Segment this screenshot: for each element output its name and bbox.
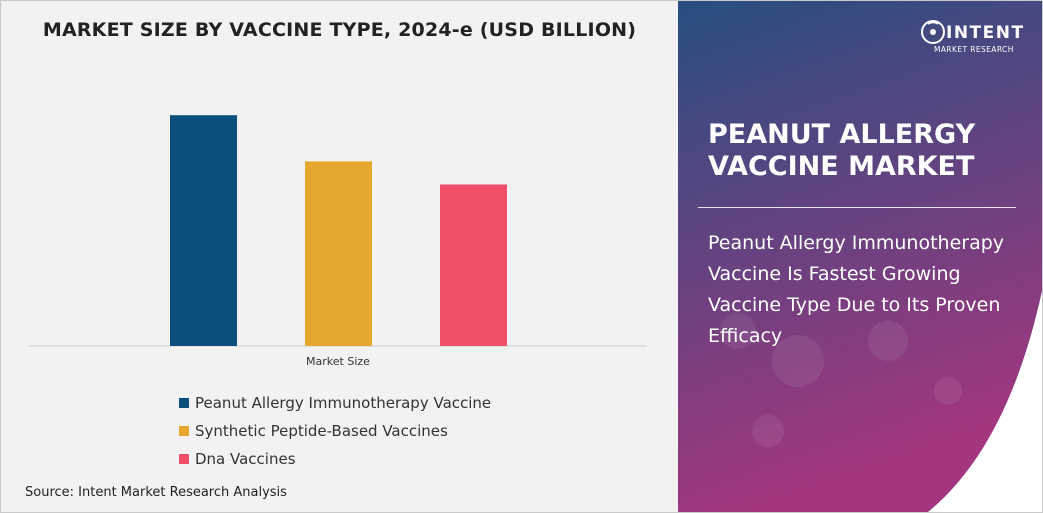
signal-icon — [921, 20, 945, 44]
legend-item: Peanut Allergy Immunotherapy Vaccine — [179, 389, 491, 417]
x-axis-label: Market Size — [306, 355, 370, 368]
legend-swatch — [179, 398, 189, 408]
legend-label: Synthetic Peptide-Based Vaccines — [195, 422, 448, 440]
bar-chart: Market Size — [29, 115, 647, 368]
brand-logo: INTENT MARKET RESEARCH — [920, 13, 1023, 57]
panel-background — [678, 1, 1042, 512]
title-divider — [698, 207, 1016, 208]
legend-item: Dna Vaccines — [179, 445, 491, 473]
legend-item: Synthetic Peptide-Based Vaccines — [179, 417, 491, 445]
legend-swatch — [179, 426, 189, 436]
bar-peanut-allergy-immunotherapy-vaccine — [170, 115, 237, 346]
chart-legend: Peanut Allergy Immunotherapy Vaccine Synt… — [179, 389, 491, 473]
legend-swatch — [179, 454, 189, 464]
market-title: PEANUT ALLERGY VACCINE MARKET — [708, 119, 976, 182]
summary-panel: INTENT MARKET RESEARCH PEANUT ALLERGY VA… — [678, 1, 1042, 512]
legend-label: Peanut Allergy Immunotherapy Vaccine — [195, 394, 492, 412]
key-insight-text: Peanut Allergy Immunotherapy Vaccine Is … — [708, 232, 1005, 347]
legend-label: Dna Vaccines — [195, 450, 296, 468]
logo-name: INTENT — [946, 23, 1025, 43]
bar-synthetic-peptide-based-vaccines — [305, 161, 372, 346]
bar-dna-vaccines — [440, 184, 507, 346]
chart-panel: MARKET SIZE BY VACCINE TYPE, 2024-e (USD… — [1, 1, 678, 512]
source-note: Source: Intent Market Research Analysis — [25, 485, 287, 500]
chart-title: MARKET SIZE BY VACCINE TYPE, 2024-e (USD… — [42, 19, 637, 41]
logo-subtitle: MARKET RESEARCH — [934, 45, 1014, 54]
